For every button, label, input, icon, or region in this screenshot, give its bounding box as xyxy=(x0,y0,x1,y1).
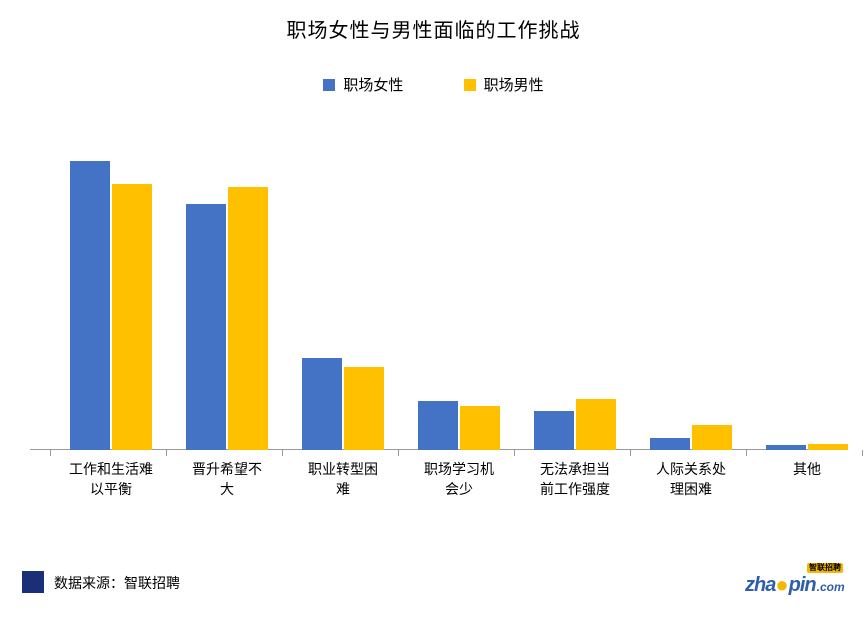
legend-item-male: 职场男性 xyxy=(464,74,544,95)
chart-footer: 数据来源：智联招聘 智联招聘 zha●pin.com xyxy=(22,563,845,603)
legend-swatch-icon xyxy=(323,79,335,91)
logo-text-part: .com xyxy=(817,580,845,594)
bar-female xyxy=(186,204,226,450)
x-axis-tick xyxy=(746,450,747,456)
bar-male xyxy=(344,367,384,450)
x-axis-label: 其他 xyxy=(752,460,862,480)
logo-text-part: zha xyxy=(745,574,775,596)
bar-male xyxy=(808,444,848,450)
bar-male xyxy=(460,406,500,450)
bar-male xyxy=(692,425,732,450)
x-axis-tick xyxy=(398,450,399,456)
x-axis-label: 晋升希望不大 xyxy=(172,460,282,499)
source-text: 数据来源：智联招聘 xyxy=(54,573,180,593)
source-swatch-icon xyxy=(22,571,44,593)
x-axis-label: 无法承担当前工作强度 xyxy=(520,460,630,499)
bar-female xyxy=(302,358,342,450)
bar-male xyxy=(112,184,152,450)
bar-male xyxy=(228,187,268,450)
chart-container: 职场女性与男性面临的工作挑战 职场女性 职场男性 数据来源：智联招聘 智联招聘 … xyxy=(0,0,867,629)
legend-item-female: 职场女性 xyxy=(323,74,403,95)
legend-label: 职场男性 xyxy=(484,74,544,95)
bar-female xyxy=(766,445,806,450)
legend-label: 职场女性 xyxy=(343,74,403,95)
logo-dot-icon: ● xyxy=(775,572,788,597)
x-axis-tick xyxy=(282,450,283,456)
x-axis-tick xyxy=(630,450,631,456)
logo-text-part: pin xyxy=(789,574,816,596)
chart-legend: 职场女性 职场男性 xyxy=(0,74,867,95)
plot-area xyxy=(30,120,840,450)
bar-female xyxy=(70,161,110,450)
bar-female xyxy=(418,401,458,450)
bar-female xyxy=(650,438,690,450)
x-axis-tick xyxy=(50,450,51,456)
legend-swatch-icon xyxy=(464,79,476,91)
bar-male xyxy=(576,399,616,450)
bar-female xyxy=(534,411,574,450)
x-axis-tick xyxy=(514,450,515,456)
x-axis-tick xyxy=(166,450,167,456)
zhaopin-logo: 智联招聘 zha●pin.com xyxy=(745,571,845,597)
x-axis-label: 职场学习机会少 xyxy=(404,460,514,499)
x-axis-label: 职业转型困难 xyxy=(288,460,398,499)
chart-title: 职场女性与男性面临的工作挑战 xyxy=(0,14,867,43)
x-axis-label: 人际关系处理困难 xyxy=(636,460,746,499)
x-axis-tick xyxy=(862,450,863,456)
logo-badge: 智联招聘 xyxy=(807,563,843,573)
x-axis-label: 工作和生活难以平衡 xyxy=(56,460,166,499)
